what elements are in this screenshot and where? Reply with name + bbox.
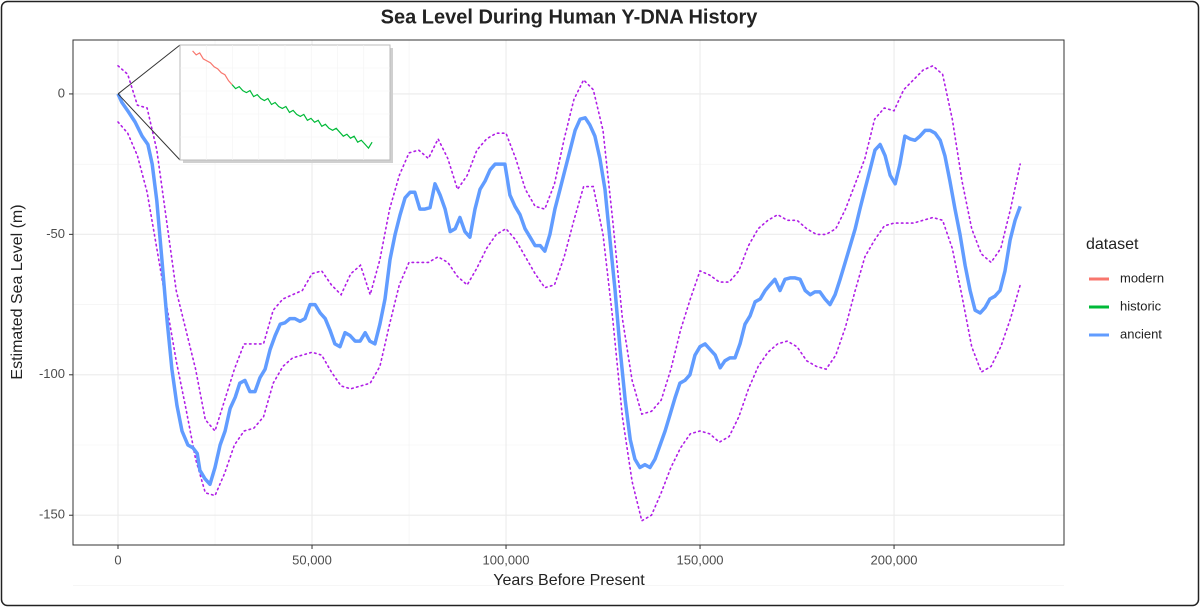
chart-title: Sea Level During Human Y-DNA History	[381, 6, 759, 28]
y-tick-label: -50	[46, 226, 65, 241]
legend-label: historic	[1120, 298, 1162, 313]
series-line	[116, 93, 1022, 487]
x-tick-label: 150,000	[677, 552, 724, 567]
y-tick-label: -150	[39, 507, 65, 522]
panel-border	[72, 39, 1065, 546]
y-axis-label: Estimated Sea Level (m)	[9, 204, 26, 379]
legend-label: ancient	[1120, 326, 1162, 341]
x-axis-label: Years Before Present	[493, 572, 645, 589]
interval-upper	[117, 64, 1021, 433]
legend-title: dataset	[1086, 236, 1139, 253]
legend-label: modern	[1120, 270, 1164, 285]
x-tick-label: 100,000	[483, 552, 530, 567]
x-tick-label: 200,000	[871, 552, 918, 567]
x-tick-label: 50,000	[292, 552, 332, 567]
inset-line	[192, 50, 233, 86]
zoom-connector	[117, 44, 181, 95]
x-tick-label: 0	[114, 552, 121, 567]
y-tick-label: -100	[39, 366, 65, 381]
zoom-connector	[117, 93, 181, 161]
interval-lower	[117, 121, 1021, 523]
y-tick-label: 0	[58, 85, 65, 100]
inset-line	[231, 84, 373, 150]
